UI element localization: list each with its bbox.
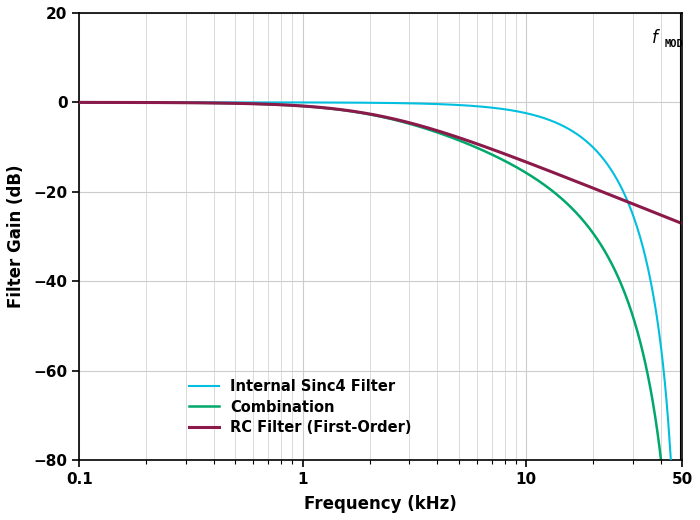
RC Filter (First-Order) <box>560 174 568 180</box>
Internal Sinc4 Filter <box>96 99 104 106</box>
Internal Sinc4 Filter <box>290 99 299 106</box>
Line: RC Filter (First-Order): RC Filter (First-Order) <box>69 102 692 227</box>
Line: Internal Sinc4 Filter: Internal Sinc4 Filter <box>69 102 692 469</box>
Combination <box>96 99 104 106</box>
Text: MOD: MOD <box>664 39 683 49</box>
Internal Sinc4 Filter <box>526 111 535 118</box>
RC Filter (First-Order) <box>290 102 299 109</box>
RC Filter (First-Order) <box>96 99 104 106</box>
Text: $f$: $f$ <box>651 29 661 46</box>
Legend: Internal Sinc4 Filter, Combination, RC Filter (First-Order): Internal Sinc4 Filter, Combination, RC F… <box>189 379 412 435</box>
Internal Sinc4 Filter <box>687 443 696 449</box>
Combination <box>526 173 535 179</box>
RC Filter (First-Order) <box>526 161 535 167</box>
Combination <box>433 129 442 136</box>
Internal Sinc4 Filter <box>65 99 74 106</box>
RC Filter (First-Order) <box>433 127 442 134</box>
Internal Sinc4 Filter <box>461 102 469 109</box>
Combination <box>65 99 74 106</box>
Combination <box>687 466 696 472</box>
RC Filter (First-Order) <box>65 99 74 106</box>
Internal Sinc4 Filter <box>560 123 568 129</box>
X-axis label: Frequency (kHz): Frequency (kHz) <box>304 495 457 513</box>
RC Filter (First-Order) <box>461 136 469 142</box>
Combination <box>658 466 666 472</box>
Combination <box>560 198 568 204</box>
Combination <box>290 102 299 109</box>
Combination <box>461 139 469 146</box>
Y-axis label: Filter Gain (dB): Filter Gain (dB) <box>7 165 25 308</box>
Internal Sinc4 Filter <box>667 466 676 472</box>
RC Filter (First-Order) <box>687 224 696 230</box>
Line: Combination: Combination <box>69 102 692 469</box>
Internal Sinc4 Filter <box>433 101 442 107</box>
